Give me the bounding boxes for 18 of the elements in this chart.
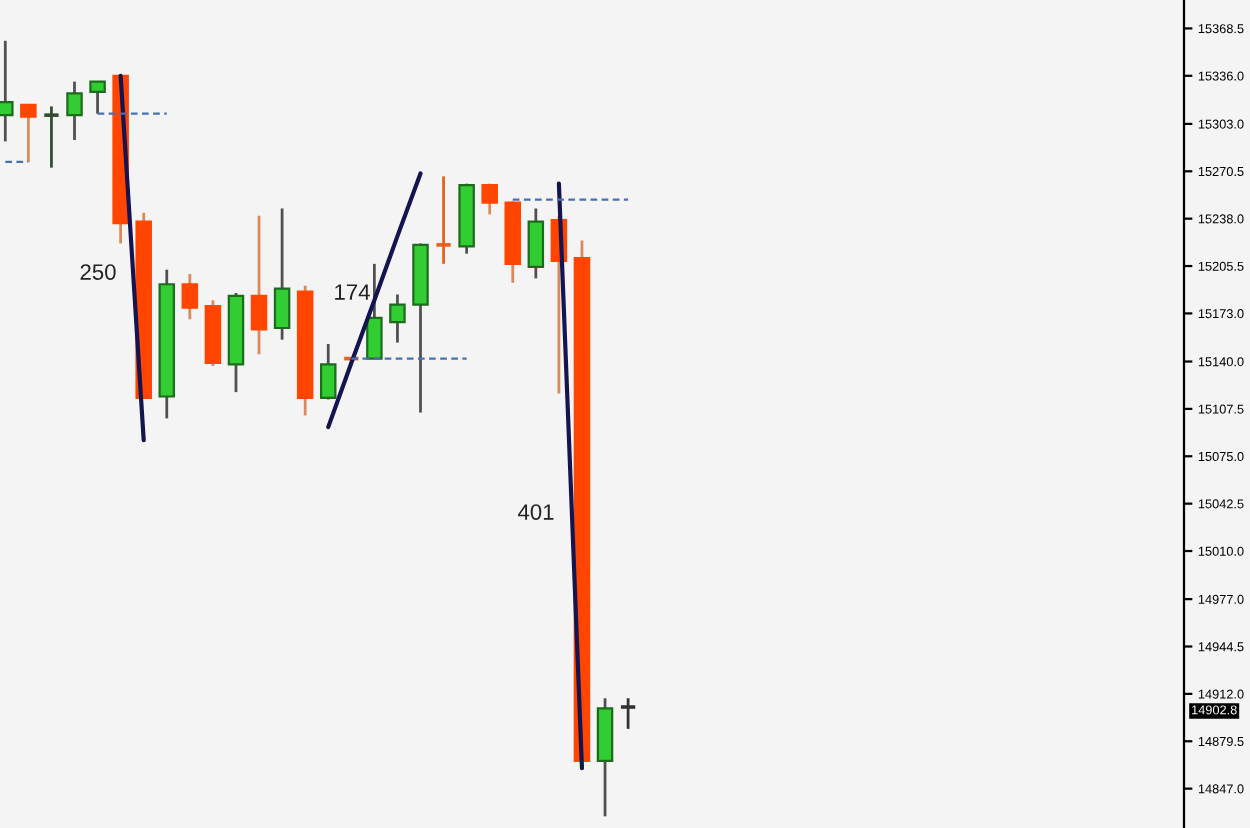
candlestick [619,696,638,731]
annotation: 174 [335,284,370,300]
candlestick [42,105,61,170]
candlestick [273,207,291,342]
candlestick [366,262,383,360]
annotation: 250 [80,264,116,280]
candlestick [181,272,199,321]
candlestick [66,80,83,142]
candlestick [527,207,545,280]
line-series [326,171,423,430]
candlestick [319,342,337,401]
candlestick [389,293,406,344]
candlestick [89,80,106,116]
candlestick [481,182,498,216]
candlestick [434,175,453,266]
annotation: 401 [517,504,554,520]
candlestick [20,103,37,164]
candlestick [250,214,268,356]
